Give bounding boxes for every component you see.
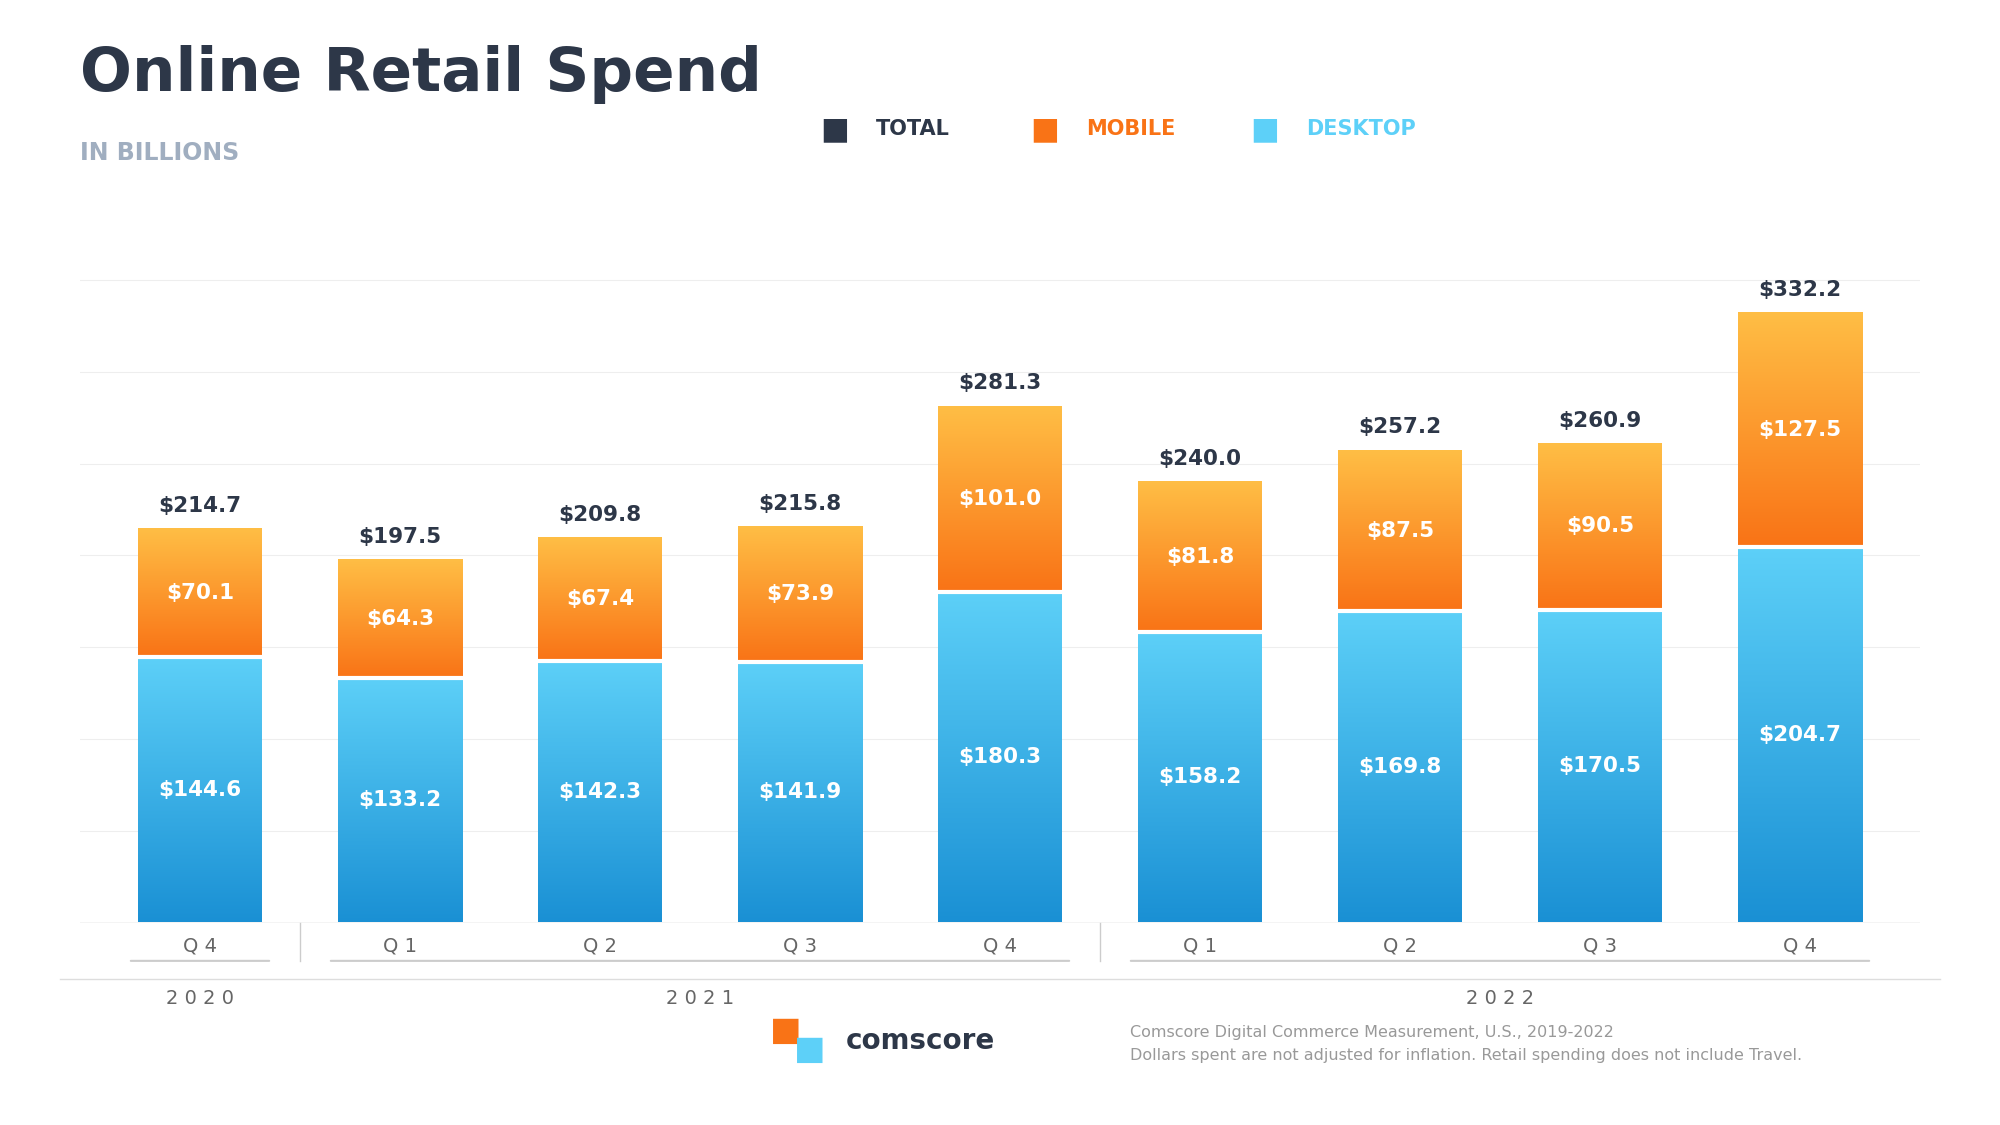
- Text: $209.8: $209.8: [558, 505, 642, 524]
- Text: 2 0 2 2: 2 0 2 2: [1466, 989, 1534, 1008]
- Text: $142.3: $142.3: [558, 782, 642, 802]
- Text: ■: ■: [1250, 115, 1278, 144]
- Text: $158.2: $158.2: [1158, 767, 1242, 788]
- Text: $67.4: $67.4: [566, 590, 634, 610]
- Text: Dollars spent are not adjusted for inflation. Retail spending does not include T: Dollars spent are not adjusted for infla…: [1130, 1047, 1802, 1063]
- Text: $87.5: $87.5: [1366, 521, 1434, 540]
- Text: $214.7: $214.7: [158, 496, 242, 515]
- Text: IN BILLIONS: IN BILLIONS: [80, 141, 240, 164]
- Text: comscore: comscore: [846, 1027, 996, 1054]
- Text: $64.3: $64.3: [366, 609, 434, 629]
- Text: $133.2: $133.2: [358, 790, 442, 810]
- Text: $73.9: $73.9: [766, 584, 834, 604]
- Text: $257.2: $257.2: [1358, 417, 1442, 438]
- Text: TOTAL: TOTAL: [876, 119, 950, 140]
- Text: Online Retail Spend: Online Retail Spend: [80, 45, 762, 104]
- Text: $215.8: $215.8: [758, 494, 842, 513]
- Text: DESKTOP: DESKTOP: [1306, 119, 1416, 140]
- Text: $101.0: $101.0: [958, 489, 1042, 508]
- Text: $240.0: $240.0: [1158, 449, 1242, 469]
- Text: $127.5: $127.5: [1758, 420, 1842, 440]
- Text: ■: ■: [1030, 115, 1058, 144]
- Text: MOBILE: MOBILE: [1086, 119, 1176, 140]
- Text: Comscore Digital Commerce Measurement, U.S., 2019-2022: Comscore Digital Commerce Measurement, U…: [1130, 1025, 1614, 1041]
- Text: 2 0 2 0: 2 0 2 0: [166, 989, 234, 1008]
- Text: ■: ■: [770, 1014, 802, 1047]
- Text: $260.9: $260.9: [1558, 411, 1642, 431]
- Text: $281.3: $281.3: [958, 374, 1042, 394]
- Text: $141.9: $141.9: [758, 782, 842, 802]
- Text: 2 0 2 1: 2 0 2 1: [666, 989, 734, 1008]
- Text: $180.3: $180.3: [958, 747, 1042, 767]
- Text: $70.1: $70.1: [166, 583, 234, 603]
- Text: ■: ■: [794, 1033, 826, 1066]
- Text: ■: ■: [820, 115, 848, 144]
- Text: $204.7: $204.7: [1758, 724, 1842, 745]
- Text: $170.5: $170.5: [1558, 756, 1642, 776]
- Text: $169.8: $169.8: [1358, 757, 1442, 776]
- Text: $144.6: $144.6: [158, 780, 242, 800]
- Text: $332.2: $332.2: [1758, 280, 1842, 300]
- Text: $197.5: $197.5: [358, 528, 442, 547]
- Text: $81.8: $81.8: [1166, 547, 1234, 567]
- Text: $90.5: $90.5: [1566, 516, 1634, 537]
